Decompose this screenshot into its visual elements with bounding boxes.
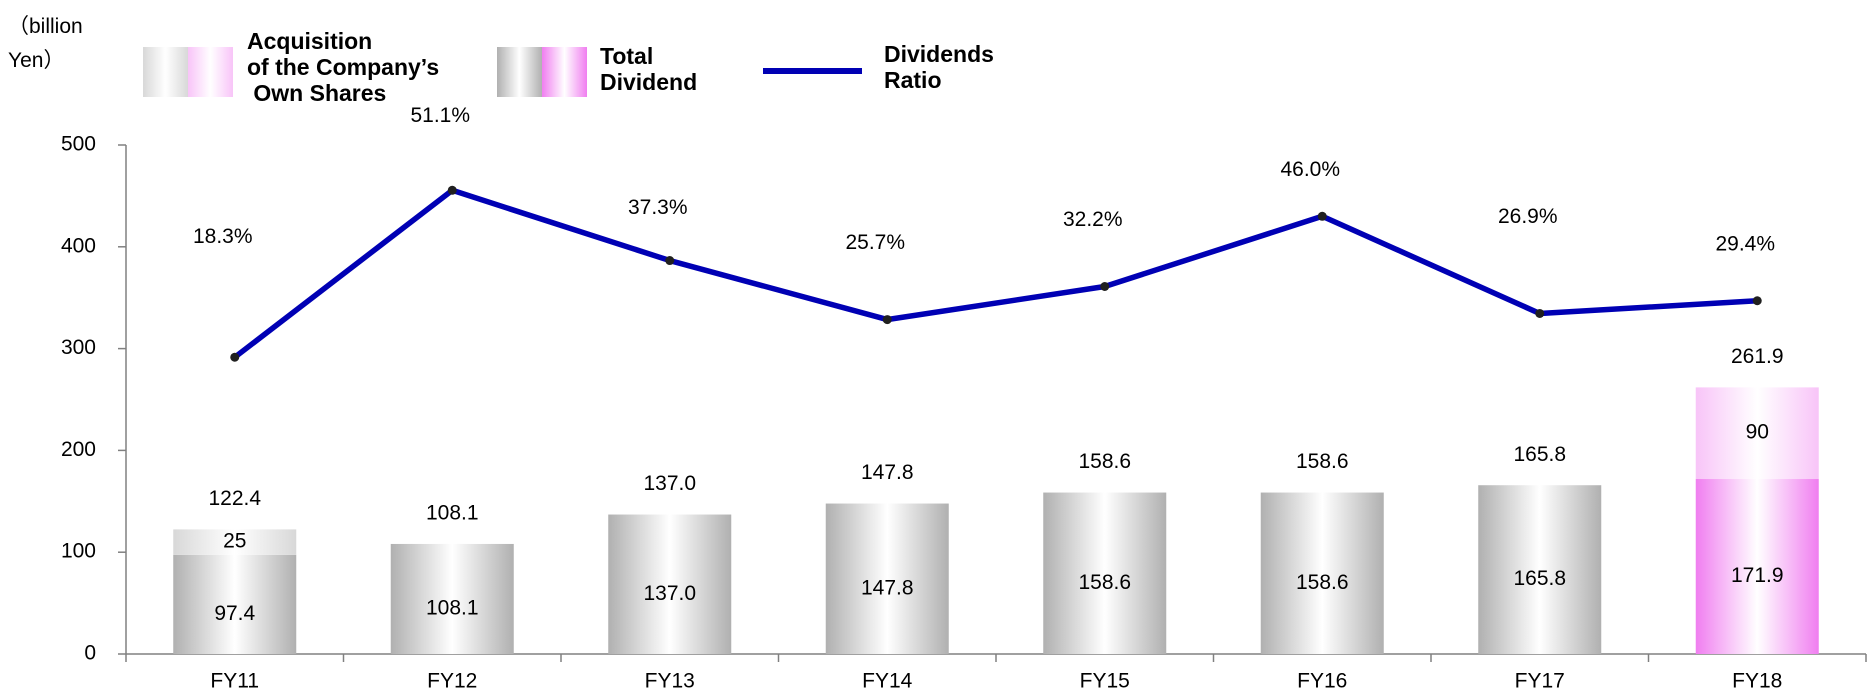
line-point [447, 185, 457, 195]
bar [1695, 387, 1819, 480]
legend-label: Dividends Ratio [884, 41, 994, 93]
legend-swatch [143, 47, 188, 97]
legend-swatch [188, 47, 233, 97]
bar [390, 543, 514, 654]
line-value-label: 32.2% [1063, 208, 1123, 231]
bar-value-label: 25 [223, 530, 246, 553]
bar-value-label: 158.6 [1078, 571, 1131, 594]
line-value-label: 46.0% [1280, 158, 1340, 181]
total-label: 108.1 [426, 502, 479, 525]
legend-label: Acquisition of the Company’s Own Shares [247, 28, 440, 106]
x-tick-label: FY16 [1297, 670, 1347, 693]
bar [608, 514, 732, 654]
line-value-label: 29.4% [1715, 232, 1775, 255]
line-value-label: 37.3% [628, 196, 688, 219]
y-axis-label: （billion Yen） [8, 15, 83, 72]
bar-value-label: 90 [1746, 421, 1769, 444]
line-value-label: 51.1% [410, 104, 470, 127]
line-value-label: 18.3% [193, 225, 253, 248]
bar-value-label: 108.1 [426, 597, 479, 620]
bar [1260, 492, 1384, 654]
line [233, 187, 1758, 360]
x-tick-label: FY18 [1732, 670, 1782, 693]
y-tick-label: 300 [61, 336, 96, 359]
total-label: 261.9 [1731, 345, 1784, 368]
total-label: 165.8 [1513, 443, 1566, 466]
line-point [1535, 308, 1545, 318]
x-tick-label: FY15 [1080, 670, 1130, 693]
legend-swatch [497, 47, 542, 97]
line-value-label: 25.7% [845, 231, 905, 254]
line-point [1752, 296, 1762, 306]
line-value-label: 26.9% [1498, 205, 1558, 228]
total-label: 158.6 [1296, 450, 1349, 473]
total-label: 122.4 [208, 487, 261, 510]
bar [1695, 479, 1819, 654]
total-label: 158.6 [1078, 450, 1131, 473]
bar [1043, 492, 1167, 654]
line-point [230, 352, 240, 362]
y-tick-label: 0 [84, 642, 96, 665]
line-point [665, 256, 675, 266]
bar-value-label: 137.0 [643, 582, 696, 605]
x-tick-label: FY13 [645, 670, 695, 693]
y-tick-label: 400 [61, 234, 96, 257]
legend-swatch [542, 47, 587, 97]
bar [173, 554, 297, 654]
y-tick-label: 200 [61, 438, 96, 461]
bar-value-label: 147.8 [861, 576, 914, 599]
bar-value-label: 165.8 [1513, 567, 1566, 590]
x-tick-label: FY17 [1515, 670, 1565, 693]
bar-value-label: 158.6 [1296, 571, 1349, 594]
x-tick-label: FY11 [210, 670, 259, 693]
bar-value-label: 97.4 [214, 602, 255, 625]
bar-value-label: 171.9 [1731, 564, 1784, 587]
x-tick-label: FY12 [427, 670, 477, 693]
legend-label: Total Dividend [600, 43, 698, 95]
line-point [1317, 211, 1327, 221]
total-label: 147.8 [861, 461, 914, 484]
line-point [1100, 282, 1110, 292]
y-tick-label: 100 [61, 540, 96, 563]
y-tick-label: 500 [61, 133, 96, 156]
bar [173, 529, 297, 555]
x-tick-label: FY14 [862, 670, 913, 693]
bar [1478, 485, 1602, 654]
bar [825, 503, 949, 654]
total-label: 137.0 [643, 472, 696, 495]
line-point [882, 315, 892, 325]
